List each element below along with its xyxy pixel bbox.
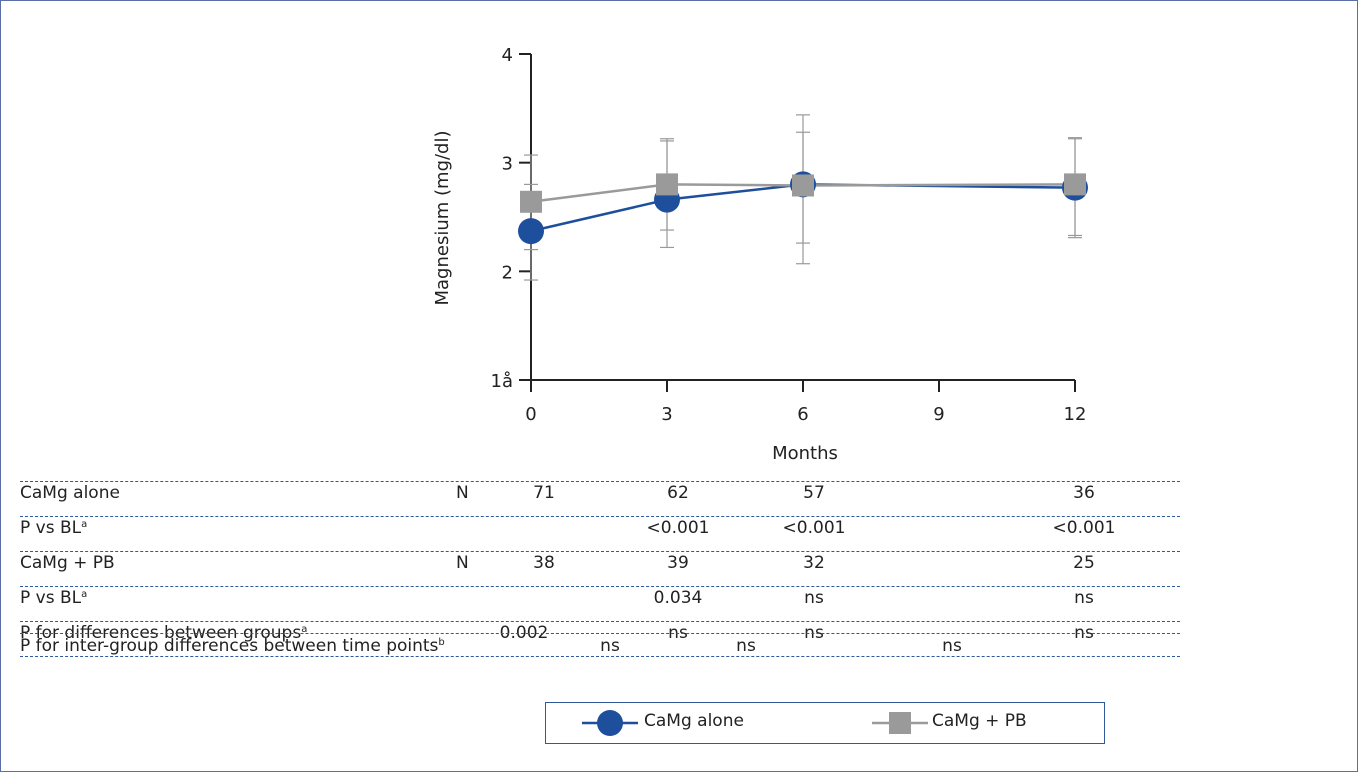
- footnote-mark: b: [438, 637, 445, 648]
- cell-interval-3-6: ns: [736, 636, 756, 656]
- data-point-square: [792, 174, 814, 197]
- x-tick-label: 6: [797, 404, 808, 425]
- legend-label: CaMg + PB: [932, 711, 1027, 731]
- cell-month-3: 62: [667, 483, 689, 503]
- row-label: CaMg + PB: [20, 553, 115, 573]
- table-row: CaMg alone N 71 62 57 36: [20, 481, 1180, 504]
- y-tick-label: 3: [502, 154, 513, 175]
- axes: 1å 2 3 4 0 3 6 9 12: [491, 45, 1087, 425]
- table-row: P vs BLa <0.001 <0.001 <0.001: [20, 516, 1180, 539]
- row-label: P for inter-group differences between ti…: [20, 636, 445, 656]
- cell-month-12: ns: [1074, 588, 1094, 608]
- cell-interval-6-12: ns: [942, 636, 962, 656]
- x-tick-label: 9: [933, 404, 944, 425]
- table-bottom-rule: [20, 656, 1180, 657]
- x-tick-label: 0: [525, 404, 536, 425]
- x-axis-label: Months: [772, 443, 838, 464]
- cell-month-12: 36: [1073, 483, 1095, 503]
- cell-month-3: 0.034: [653, 588, 703, 608]
- cell-month-6: 57: [803, 483, 825, 503]
- row-n-label: N: [456, 553, 469, 573]
- footnote-mark: a: [81, 519, 88, 530]
- row-label-text: P vs BL: [20, 518, 82, 538]
- cell-month-0: 71: [533, 483, 555, 503]
- footnote-mark: a: [81, 589, 88, 600]
- legend-marker-camg-alone: [582, 710, 638, 736]
- cell-month-12: <0.001: [1052, 518, 1116, 538]
- data-point-circle: [518, 218, 544, 245]
- cell-month-6: <0.001: [782, 518, 846, 538]
- cell-month-6: 32: [803, 553, 825, 573]
- row-label: P vs BLa: [20, 588, 87, 608]
- cell-month-3: 39: [667, 553, 689, 573]
- series-layer: [518, 114, 1088, 281]
- y-tick-label: 1å: [491, 371, 513, 392]
- table-row: CaMg + PB N 38 39 32 25: [20, 551, 1180, 574]
- data-point-square: [520, 190, 542, 213]
- legend-marker-camg-pb: [872, 712, 928, 734]
- y-axis-label: Magnesium (mg/dl): [432, 130, 453, 305]
- footnote-mark: a: [301, 624, 308, 635]
- legend: CaMg alone CaMg + PB: [545, 702, 1105, 744]
- y-tick-label: 2: [502, 262, 513, 283]
- magnesium-line-chart: 1å 2 3 4 0 3 6 9 12 Magnesium (mg/dl) Months: [432, 45, 1088, 464]
- y-tick-label: 4: [502, 45, 513, 66]
- cell-month-12: 25: [1073, 553, 1095, 573]
- row-n-label: N: [456, 483, 469, 503]
- row-label: P vs BLa: [20, 518, 87, 538]
- x-tick-label: 12: [1064, 404, 1087, 425]
- cell-month-6: ns: [804, 588, 824, 608]
- cell-month-0: 38: [533, 553, 555, 573]
- table-row: P vs BLa 0.034 ns ns: [20, 586, 1180, 609]
- cell-month-3: <0.001: [646, 518, 710, 538]
- legend-label: CaMg alone: [644, 711, 744, 731]
- series-line-camg-pb: [530, 183, 1076, 204]
- row-label: CaMg alone: [20, 483, 120, 503]
- data-point-square: [1064, 173, 1086, 196]
- row-label-text: P for inter-group differences between ti…: [20, 636, 439, 656]
- table-row: P for inter-group differences between ti…: [20, 635, 1180, 657]
- x-tick-label: 3: [661, 404, 672, 425]
- row-label-text: P vs BL: [20, 588, 82, 608]
- data-point-square: [656, 173, 678, 196]
- cell-interval-0-3: ns: [600, 636, 620, 656]
- table-divider: [20, 633, 1180, 634]
